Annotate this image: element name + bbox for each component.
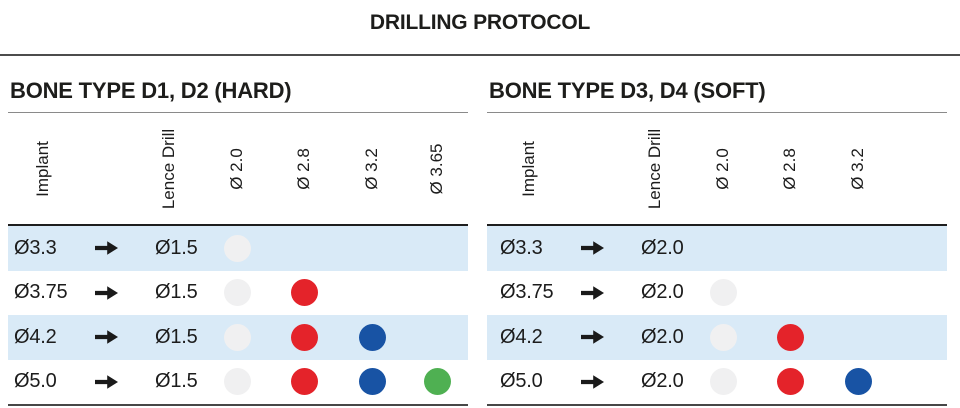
drill-step-dot	[223, 323, 251, 351]
column-header-drill-2-0: Ø 2.0	[713, 147, 732, 190]
table-bone-hard: BONE TYPE D1, D2 (HARD) Implant Lence Dr…	[8, 70, 468, 406]
drill-step-cell	[406, 368, 468, 396]
drill-step-cell	[756, 368, 824, 396]
column-header-arrow-spacer	[78, 113, 134, 224]
arrow-right-icon	[78, 329, 134, 345]
page-title: DRILLING PROTOCOL	[369, 11, 591, 34]
drill-step-cell	[204, 279, 270, 307]
drill-step-cell	[338, 323, 406, 351]
column-header-lence-drill: Lence Drill	[159, 128, 178, 209]
drill-step-dot	[709, 279, 737, 307]
drill-step-cell	[338, 368, 406, 396]
drill-step-cell	[690, 279, 756, 307]
drill-step-dot	[709, 368, 737, 396]
arrow-right-icon	[564, 285, 620, 301]
column-header-drill-3-2: Ø 3.2	[362, 147, 381, 190]
implant-value: Ø4.2	[500, 325, 543, 348]
drill-step-cell	[204, 323, 270, 351]
lence-drill-value: Ø2.0	[641, 370, 684, 393]
implant-value: Ø3.75	[500, 281, 554, 304]
drill-step-cell	[204, 234, 270, 262]
lence-drill-value: Ø1.5	[155, 236, 198, 259]
protocol-tables: BONE TYPE D1, D2 (HARD) Implant Lence Dr…	[8, 70, 947, 406]
column-header-arrow-spacer	[564, 113, 620, 224]
column-header-implant: Implant	[519, 140, 538, 197]
column-header-drill-3-2: Ø 3.2	[848, 147, 867, 190]
implant-value: Ø3.3	[14, 236, 57, 259]
drill-step-dot	[290, 279, 318, 307]
drill-step-cell	[824, 368, 892, 396]
table-row: Ø4.2 Ø1.5	[8, 315, 468, 360]
drill-step-dot	[223, 279, 251, 307]
implant-value: Ø5.0	[14, 370, 57, 393]
table-row: Ø5.0 Ø2.0	[487, 360, 947, 405]
column-header-drill-2-0: Ø 2.0	[227, 147, 246, 190]
arrow-right-icon	[78, 374, 134, 390]
drill-step-dot	[290, 368, 318, 396]
section-title-soft: BONE TYPE D3, D4 (SOFT)	[489, 78, 766, 103]
table-row: Ø3.75 Ø2.0	[487, 271, 947, 316]
table-row: Ø3.75 Ø1.5	[8, 271, 468, 316]
drill-step-dot	[709, 323, 737, 351]
drill-step-cell	[270, 279, 338, 307]
column-header-implant: Implant	[33, 140, 52, 197]
drill-step-cell	[690, 323, 756, 351]
lence-drill-value: Ø2.0	[641, 325, 684, 348]
lence-drill-value: Ø2.0	[641, 236, 684, 259]
arrow-right-icon	[78, 285, 134, 301]
arrow-right-icon	[564, 240, 620, 256]
title-divider	[0, 54, 960, 56]
arrow-right-icon	[564, 329, 620, 345]
lence-drill-value: Ø1.5	[155, 325, 198, 348]
table-header-row: Implant Lence Drill Ø 2.0 Ø 2.8 Ø 3.2	[487, 112, 947, 226]
column-header-drill-3-65: Ø 3.65	[427, 142, 446, 195]
table-row: Ø4.2 Ø2.0	[487, 315, 947, 360]
lence-drill-value: Ø2.0	[641, 281, 684, 304]
table-row: Ø3.3 Ø2.0	[487, 226, 947, 271]
implant-value: Ø3.75	[14, 281, 68, 304]
implant-value: Ø5.0	[500, 370, 543, 393]
drill-step-cell	[756, 323, 824, 351]
column-header-empty	[892, 113, 947, 224]
drill-step-dot	[776, 368, 804, 396]
table-row: Ø3.3 Ø1.5	[8, 226, 468, 271]
drill-step-dot	[358, 323, 386, 351]
drill-step-dot	[223, 234, 251, 262]
section-title-hard: BONE TYPE D1, D2 (HARD)	[10, 78, 292, 103]
table-header-row: Implant Lence Drill Ø 2.0 Ø 2.8 Ø 3.2 Ø …	[8, 112, 468, 226]
arrow-right-icon	[78, 240, 134, 256]
drill-step-dot	[776, 323, 804, 351]
drill-step-dot	[844, 368, 872, 396]
table-row: Ø5.0 Ø1.5	[8, 360, 468, 405]
drill-step-cell	[270, 323, 338, 351]
column-header-drill-2-8: Ø 2.8	[780, 147, 799, 190]
drill-step-dot	[423, 368, 451, 396]
arrow-right-icon	[564, 374, 620, 390]
drill-step-cell	[270, 368, 338, 396]
drill-step-dot	[290, 323, 318, 351]
implant-value: Ø4.2	[14, 325, 57, 348]
table-body: Ø3.3 Ø2.0 Ø3.75 Ø2.0 Ø4.2 Ø2.0	[487, 226, 947, 406]
table-bone-soft: BONE TYPE D3, D4 (SOFT) Implant Lence Dr…	[487, 70, 947, 406]
drill-step-dot	[223, 368, 251, 396]
lence-drill-value: Ø1.5	[155, 370, 198, 393]
lence-drill-value: Ø1.5	[155, 281, 198, 304]
drill-step-cell	[690, 368, 756, 396]
column-header-drill-2-8: Ø 2.8	[294, 147, 313, 190]
column-header-lence-drill: Lence Drill	[645, 128, 664, 209]
drill-step-cell	[204, 368, 270, 396]
drill-step-dot	[358, 368, 386, 396]
implant-value: Ø3.3	[500, 236, 543, 259]
table-body: Ø3.3 Ø1.5 Ø3.75 Ø1.5 Ø4.2 Ø1.5	[8, 226, 468, 406]
